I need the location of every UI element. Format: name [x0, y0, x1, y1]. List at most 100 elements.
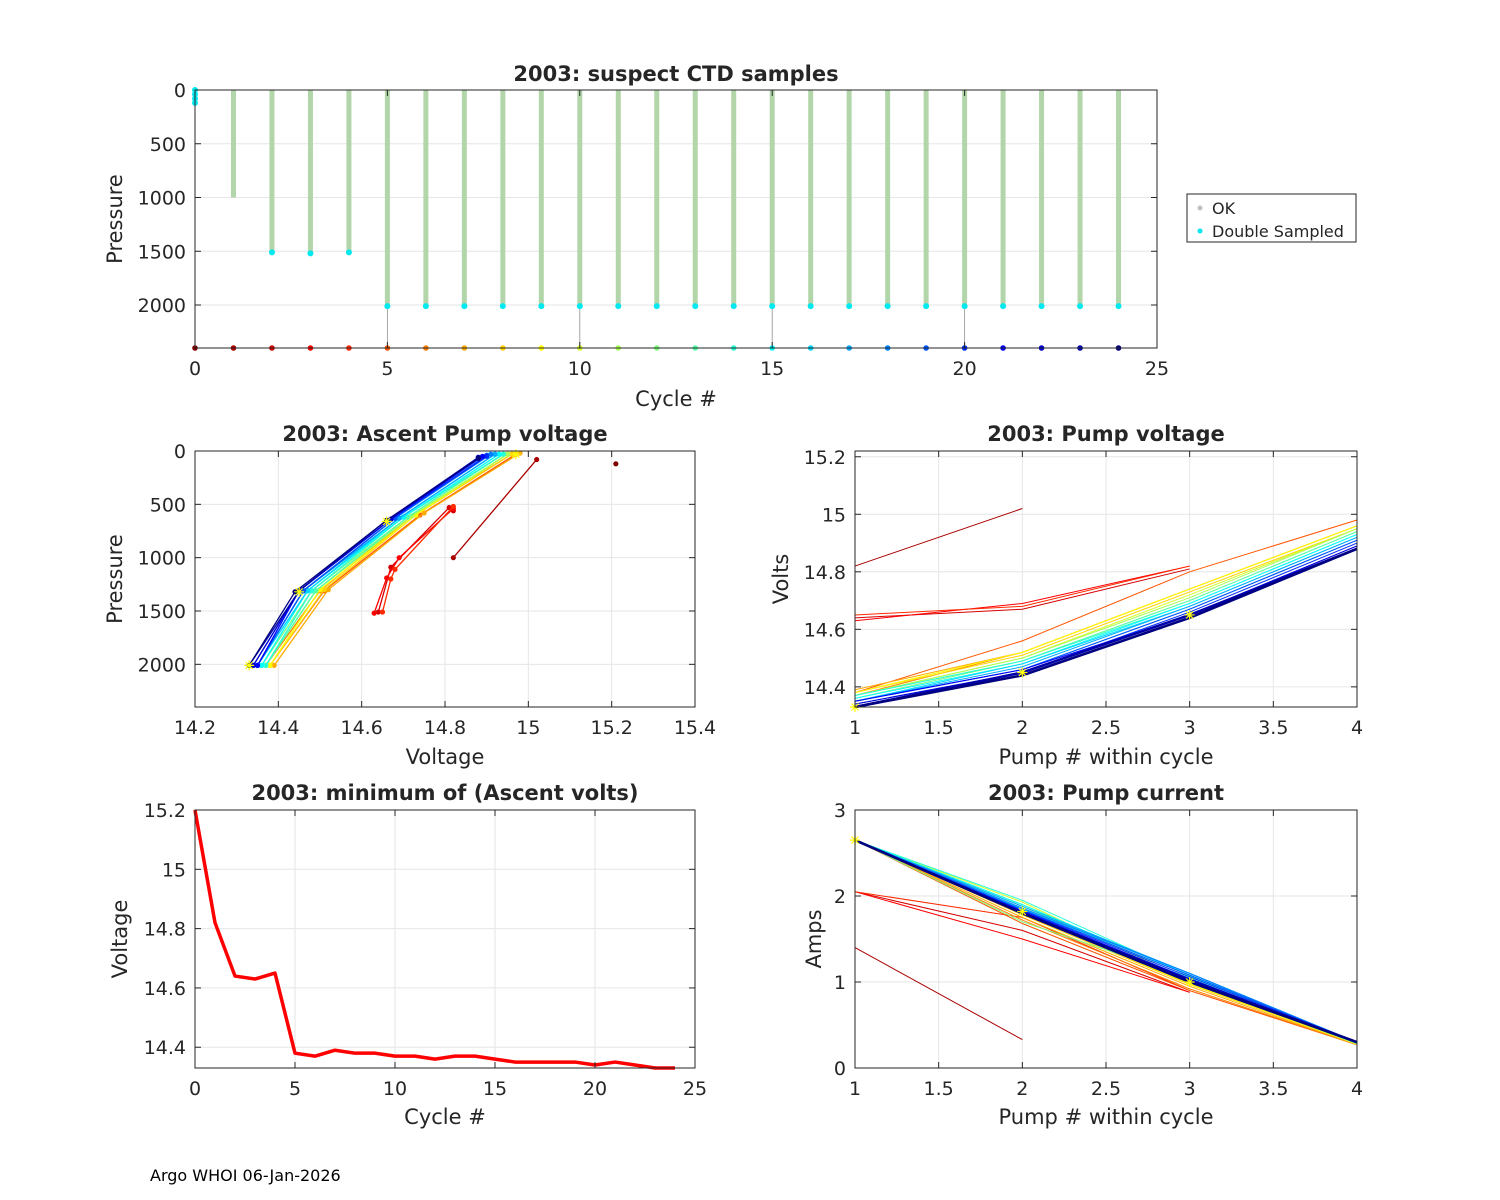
x-tick-label: 15 — [516, 717, 540, 739]
double-sampled-point — [1000, 303, 1007, 310]
ascent-highlight-marker — [294, 586, 305, 597]
double-sampled-point — [461, 303, 468, 310]
ascent-highlight-marker — [381, 516, 392, 527]
pump-current-line — [854, 839, 1358, 1046]
x-tick-label: 0 — [189, 358, 201, 380]
ascent-marks — [244, 449, 619, 671]
y-tick-label: 15 — [162, 859, 186, 881]
pump-current-line — [854, 838, 1358, 1044]
ascent-point — [371, 610, 377, 616]
ascent-highlight-marker — [244, 660, 255, 671]
y-tick-label: 1000 — [138, 188, 186, 210]
x-tick-label: 14.4 — [257, 717, 299, 739]
x-tick-label: 14.2 — [174, 717, 216, 739]
minv-xlabel: Cycle # — [404, 1105, 486, 1129]
ascent-point — [309, 588, 315, 594]
double-sampled-point — [846, 303, 853, 310]
ctd-title: 2003: suspect CTD samples — [513, 62, 838, 86]
x-tick-label: 3.5 — [1258, 717, 1288, 739]
ascent-point — [321, 587, 327, 593]
pumpv-ylabel: Volts — [769, 554, 793, 605]
y-tick-label: 15 — [822, 504, 846, 526]
ascent-series-line — [265, 453, 504, 666]
min-ascent-volts-panel: 0 5 10 15 20 25 14.4 14.6 14.8 15 15.2 2003: minim… — [108, 781, 707, 1129]
ascent-point — [492, 451, 498, 457]
double-sampled-point — [961, 303, 968, 310]
ascent-series-line — [373, 508, 454, 614]
minv-ticks: 0 5 10 15 20 25 14.4 14.6 14.8 15 15.2 — [144, 800, 707, 1100]
x-tick-label: 1.5 — [924, 1078, 954, 1100]
legend-ok-label: OK — [1212, 199, 1236, 218]
y-tick-label: 0 — [834, 1058, 846, 1080]
x-tick-label: 14.8 — [424, 717, 466, 739]
pumpc-highlight-marker — [1017, 906, 1028, 917]
y-tick-label: 0 — [174, 441, 186, 463]
ascent-point — [388, 576, 394, 582]
double-sampled-point — [769, 303, 776, 310]
pumpc-ylabel: Amps — [802, 909, 826, 968]
legend-double-sampled-marker — [1197, 228, 1203, 234]
footer-credit: Argo WHOI 06-Jan-2026 — [150, 1166, 341, 1185]
minv-ylabel: Voltage — [108, 900, 132, 979]
x-tick-label: 3 — [1184, 717, 1196, 739]
x-tick-label: 14.6 — [341, 717, 383, 739]
x-tick-label: 1 — [849, 717, 861, 739]
x-tick-label: 1 — [849, 1078, 861, 1100]
ctd-plot-area — [195, 90, 1157, 348]
ascent-ylabel: Pressure — [103, 534, 127, 624]
pumpc-title: 2003: Pump current — [988, 781, 1224, 805]
ascent-point — [271, 662, 277, 669]
x-tick-label: 5 — [289, 1078, 301, 1100]
ascent-series-line — [269, 453, 508, 666]
y-tick-label: 0 — [174, 80, 186, 102]
x-tick-label: 15 — [483, 1078, 507, 1100]
pump-voltage-line — [854, 565, 1190, 622]
y-tick-label: 2 — [834, 886, 846, 908]
double-sampled-point — [422, 303, 429, 310]
ascent-point — [313, 588, 319, 594]
x-tick-label: 4 — [1351, 717, 1363, 739]
legend-ok-marker — [1197, 205, 1203, 211]
pump-voltage-line — [854, 536, 1358, 702]
ascent-title: 2003: Ascent Pump voltage — [282, 422, 607, 446]
double-sampled-point — [923, 303, 930, 310]
pumpv-ticks: 1 1.5 2 2.5 3 3.5 4 14.4 14.6 14.8 15 15.2 — [804, 447, 1363, 739]
pump-voltage-line — [854, 547, 1358, 709]
double-sampled-point — [730, 303, 737, 310]
x-tick-label: 2.5 — [1091, 717, 1121, 739]
y-tick-label: 14.6 — [144, 978, 186, 1000]
ascent-point — [396, 555, 402, 561]
ctd-axes-box — [194, 89, 1158, 349]
ascent-xlabel: Voltage — [406, 745, 485, 769]
pump-voltage-line — [854, 565, 1190, 616]
pump-voltage-line — [854, 528, 1358, 694]
pumpv-highlight-marker — [1017, 667, 1028, 678]
pumpc-marks — [850, 835, 1358, 1046]
legend-double-sampled-label: Double Sampled — [1212, 222, 1344, 241]
y-tick-label: 14.4 — [804, 677, 846, 699]
ascent-series-line — [265, 453, 504, 666]
y-tick-label: 14.8 — [144, 919, 186, 941]
ctd-xlabel: Cycle # — [635, 387, 717, 411]
y-tick-label: 500 — [150, 494, 186, 516]
y-tick-label: 14.6 — [804, 619, 846, 641]
ascent-point — [254, 662, 261, 669]
ctd-legend: OK Double Sampled — [1186, 193, 1357, 243]
ctd-marks — [192, 87, 1122, 351]
x-tick-label: 4 — [1351, 1078, 1363, 1100]
ascent-point — [450, 555, 456, 561]
ascent-series-line — [269, 453, 513, 666]
pumpv-marks — [850, 508, 1358, 712]
pump-voltage-line — [854, 528, 1358, 696]
ascent-point — [475, 455, 481, 462]
double-sampled-point — [499, 303, 506, 310]
double-sampled-point — [576, 303, 583, 310]
pumpv-highlight-marker — [1184, 609, 1195, 620]
y-tick-label: 3 — [834, 800, 846, 822]
ascent-series-line — [248, 457, 479, 666]
double-sampled-point — [1038, 303, 1045, 310]
pumpv-title: 2003: Pump voltage — [987, 422, 1225, 446]
ascent-point — [479, 453, 486, 459]
x-tick-label: 0 — [189, 1078, 201, 1100]
